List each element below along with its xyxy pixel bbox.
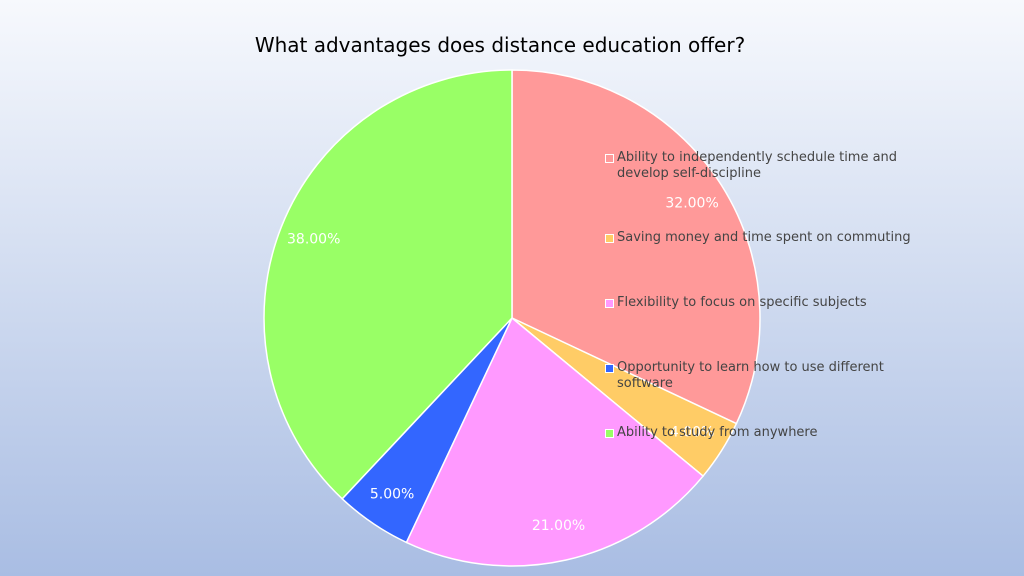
pie-slice (405, 316, 705, 567)
legend-text: Flexibility to focus on specific subject… (617, 295, 867, 310)
legend-text: Opportunity to learn how to use differen… (617, 360, 884, 391)
legend-swatch (605, 299, 614, 308)
legend-item: Flexibility to focus on specific subject… (605, 295, 917, 311)
pie-slice (263, 69, 513, 500)
legend-item: Ability to study from anywhere (605, 425, 917, 441)
data-label: 4.00% (670, 424, 714, 440)
legend-text: Ability to independently schedule time a… (617, 150, 898, 181)
data-label: 38.00% (287, 231, 340, 247)
legend-item: Opportunity to learn how to use differen… (605, 360, 917, 392)
chart-title: What advantages does distance education … (255, 33, 745, 57)
legend-text: Ability to study from anywhere (617, 425, 818, 440)
legend-swatch (605, 429, 614, 438)
data-label: 32.00% (665, 196, 718, 212)
legend-item: Saving money and time spent on commuting (605, 230, 917, 246)
legend-text: Saving money and time spent on commuting (617, 230, 911, 245)
pie-slice (511, 69, 761, 425)
legend-swatch (605, 154, 614, 163)
data-label: 21.00% (532, 518, 585, 534)
legend-swatch (605, 364, 614, 373)
legend-swatch (605, 234, 614, 243)
data-label: 5.00% (370, 486, 414, 502)
legend-item: Ability to independently schedule time a… (605, 150, 917, 182)
